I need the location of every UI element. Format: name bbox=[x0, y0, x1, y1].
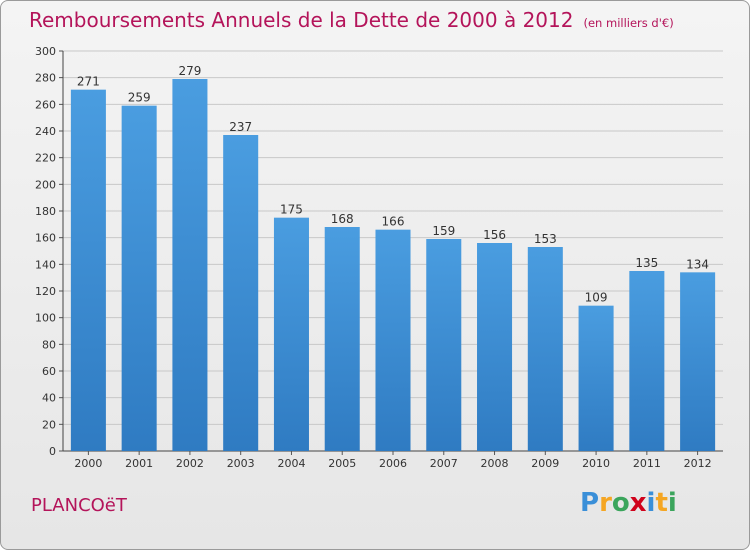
y-tick-label: 100 bbox=[35, 312, 56, 325]
bar-value-label: 259 bbox=[128, 91, 151, 105]
chart-title-text: Remboursements Annuels de la Dette de 20… bbox=[29, 8, 574, 32]
x-tick-label: 2010 bbox=[582, 457, 610, 470]
bar bbox=[527, 247, 563, 451]
y-tick-label: 200 bbox=[35, 178, 56, 191]
x-tick-label: 2007 bbox=[430, 457, 458, 470]
x-tick-label: 2008 bbox=[481, 457, 509, 470]
unit-note: (en milliers d'€) bbox=[583, 16, 674, 30]
bar bbox=[223, 135, 259, 451]
y-tick-label: 220 bbox=[35, 152, 56, 165]
x-tick-label: 2009 bbox=[531, 457, 559, 470]
bar bbox=[680, 272, 716, 451]
x-tick-label: 2003 bbox=[227, 457, 255, 470]
y-tick-label: 280 bbox=[35, 72, 56, 85]
bar bbox=[121, 105, 157, 452]
y-tick-label: 20 bbox=[42, 418, 56, 431]
bar-value-label: 109 bbox=[585, 291, 608, 305]
y-tick-label: 0 bbox=[49, 445, 56, 458]
y-tick-label: 80 bbox=[42, 338, 56, 351]
proxiti-logo: Proxiti bbox=[580, 488, 677, 518]
y-tick-label: 120 bbox=[35, 285, 56, 298]
logo-letter: x bbox=[629, 488, 647, 518]
bar-value-label: 237 bbox=[229, 120, 252, 134]
y-tick-label: 40 bbox=[42, 392, 56, 405]
chart-title: Remboursements Annuels de la Dette de 20… bbox=[29, 8, 674, 32]
bar bbox=[477, 243, 513, 451]
y-tick-label: 60 bbox=[42, 365, 56, 378]
bar-value-label: 279 bbox=[178, 64, 201, 78]
bar-value-label: 156 bbox=[483, 228, 506, 242]
y-tick-label: 260 bbox=[35, 98, 56, 111]
logo-letter: t bbox=[655, 488, 668, 518]
x-tick-label: 2011 bbox=[633, 457, 661, 470]
location-name: PLANCOëT bbox=[31, 495, 127, 516]
x-tick-label: 2005 bbox=[328, 457, 356, 470]
bar bbox=[578, 305, 614, 451]
logo-letter: i bbox=[646, 488, 656, 518]
bar-value-label: 135 bbox=[635, 256, 658, 270]
bar-value-label: 153 bbox=[534, 232, 557, 246]
bar bbox=[172, 79, 208, 451]
logo-letter: P bbox=[580, 488, 600, 518]
x-tick-label: 2000 bbox=[74, 457, 102, 470]
bar bbox=[375, 229, 411, 451]
bar bbox=[273, 217, 309, 451]
bar bbox=[629, 271, 665, 451]
x-tick-label: 2001 bbox=[125, 457, 153, 470]
x-tick-label: 2004 bbox=[277, 457, 305, 470]
x-tick-label: 2002 bbox=[176, 457, 204, 470]
x-tick-label: 2006 bbox=[379, 457, 407, 470]
bar bbox=[324, 227, 360, 451]
bar-value-label: 175 bbox=[280, 203, 303, 217]
bar-value-label: 271 bbox=[77, 75, 100, 89]
y-tick-label: 240 bbox=[35, 125, 56, 138]
y-tick-label: 300 bbox=[35, 45, 56, 58]
bar bbox=[426, 239, 462, 451]
bar-value-label: 168 bbox=[331, 212, 354, 226]
bar-value-label: 134 bbox=[686, 257, 709, 271]
y-tick-label: 160 bbox=[35, 232, 56, 245]
logo-letter: i bbox=[667, 488, 677, 518]
logo-letter: o bbox=[611, 488, 630, 518]
x-tick-label: 2012 bbox=[684, 457, 712, 470]
y-tick-label: 140 bbox=[35, 258, 56, 271]
y-tick-label: 180 bbox=[35, 205, 56, 218]
bar-value-label: 166 bbox=[382, 215, 405, 229]
bar-value-label: 159 bbox=[432, 224, 455, 238]
bar bbox=[70, 89, 106, 452]
logo-letter: r bbox=[599, 488, 612, 518]
